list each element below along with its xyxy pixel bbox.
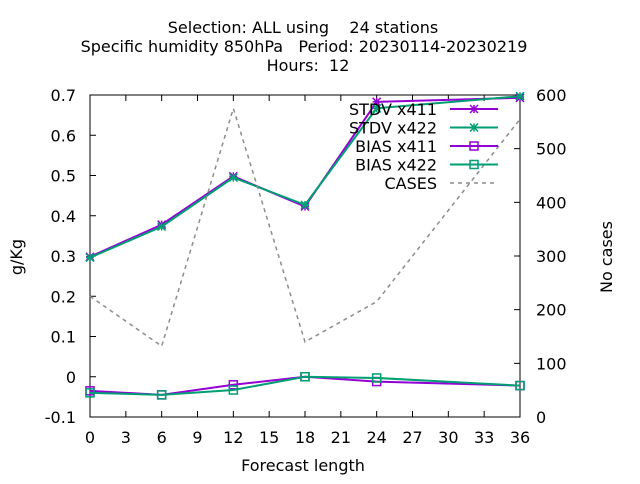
x-tick-label: 3 bbox=[121, 428, 131, 447]
data-point-bias-x422 bbox=[228, 385, 239, 395]
x-tick-label: 6 bbox=[157, 428, 167, 447]
legend-item-stdv-x422: STDV x422 bbox=[349, 119, 498, 138]
legend-item-bias-x411: BIAS x411 bbox=[355, 137, 498, 156]
x-tick-label: 27 bbox=[402, 428, 422, 447]
series-cases bbox=[89, 105, 521, 348]
legend-marker bbox=[469, 104, 479, 114]
legend-label: STDV x411 bbox=[349, 100, 437, 119]
legend-marker bbox=[469, 159, 479, 170]
data-point-stdv-x422 bbox=[515, 91, 525, 101]
y-tick-label: 0.1 bbox=[51, 328, 76, 347]
data-point-bias-x422 bbox=[156, 390, 167, 400]
data-point-bias-x422 bbox=[515, 380, 525, 391]
y2-tick-label: 300 bbox=[536, 247, 567, 266]
y-tick-label: 0.3 bbox=[51, 247, 76, 266]
y-tick-label: 0.7 bbox=[51, 86, 76, 105]
x-tick-label: 24 bbox=[366, 428, 386, 447]
data-point-stdv-x422 bbox=[228, 172, 238, 183]
x-tick-label: 18 bbox=[295, 428, 315, 447]
x-tick-label: 33 bbox=[474, 428, 494, 447]
x-tick-label: 36 bbox=[510, 428, 530, 447]
x-tick-label: 12 bbox=[223, 428, 243, 447]
series-line-bias-x422 bbox=[89, 375, 521, 396]
data-point-stdv-x422 bbox=[300, 200, 310, 210]
y-tick-label: 0.2 bbox=[51, 287, 76, 306]
chart-title-line-1: Selection: ALL using 24 stations bbox=[168, 18, 438, 37]
data-point-bias-x422 bbox=[371, 373, 382, 383]
y2-tick-label: 100 bbox=[536, 354, 567, 373]
data-point-stdv-x422 bbox=[157, 222, 167, 232]
data-point-bias-x422 bbox=[85, 388, 95, 398]
y2-axis-label: No cases bbox=[597, 221, 616, 293]
legend-label: BIAS x422 bbox=[355, 156, 437, 175]
y-axis-label: g/Kg bbox=[7, 239, 26, 275]
y-tick-label: 0.4 bbox=[51, 207, 76, 226]
series-stdv-x422 bbox=[85, 91, 525, 263]
series-line-stdv-x422 bbox=[89, 95, 521, 259]
legend-label: STDV x422 bbox=[349, 119, 437, 138]
y2-tick-label: 500 bbox=[536, 140, 567, 159]
legend-label: CASES bbox=[384, 174, 437, 193]
legend-item-bias-x422: BIAS x422 bbox=[355, 156, 498, 175]
series-bias-x422 bbox=[85, 372, 525, 400]
y2-tick-label: 400 bbox=[536, 193, 567, 212]
series-line-cases bbox=[89, 105, 521, 348]
data-point-stdv-x422 bbox=[372, 103, 382, 113]
legend-marker bbox=[469, 141, 479, 151]
data-point-bias-x411 bbox=[228, 380, 239, 390]
y2-tick-label: 200 bbox=[536, 301, 567, 320]
data-point-stdv-x422 bbox=[85, 253, 95, 263]
x-tick-label: 30 bbox=[438, 428, 458, 447]
y-tick-label: -0.1 bbox=[45, 408, 76, 427]
data-point-stdv-x411 bbox=[372, 97, 382, 107]
y2-tick-label: 0 bbox=[536, 408, 546, 427]
legend-marker bbox=[469, 122, 479, 133]
x-tick-label: 15 bbox=[259, 428, 279, 447]
y-tick-label: 0.5 bbox=[51, 167, 76, 186]
x-tick-label: 0 bbox=[85, 428, 95, 447]
y-tick-label: 0.6 bbox=[51, 126, 76, 145]
y-tick-label: 0 bbox=[66, 368, 76, 387]
chart-title-line-2: Specific humidity 850hPa Period: 2023011… bbox=[81, 37, 528, 56]
x-tick-label: 9 bbox=[192, 428, 202, 447]
series-layer bbox=[85, 91, 525, 400]
legend-item-cases: CASES bbox=[384, 174, 498, 193]
data-point-bias-x422 bbox=[300, 372, 310, 382]
x-tick-label: 21 bbox=[331, 428, 351, 447]
legend-label: BIAS x411 bbox=[355, 137, 437, 156]
axes-layer: 0 3 6 9 12 15 18 21 24 27 30 33 36-0.100.10.20.30.40… bbox=[45, 86, 567, 447]
chart-title-line-3: Hours: 12 bbox=[267, 56, 350, 75]
legend-item-stdv-x411: STDV x411 bbox=[349, 100, 498, 119]
y2-tick-label: 600 bbox=[536, 86, 567, 105]
x-axis-label: Forecast length bbox=[241, 456, 365, 475]
